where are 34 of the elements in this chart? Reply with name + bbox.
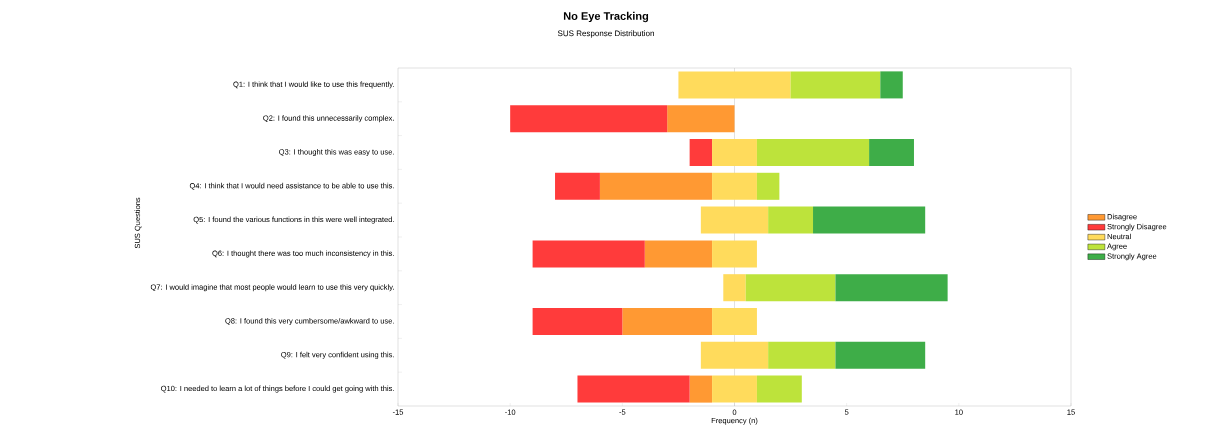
bar [712, 240, 757, 268]
bar [667, 105, 735, 133]
bar [532, 307, 623, 336]
bar [756, 138, 870, 167]
bar [768, 341, 836, 369]
bar [689, 375, 713, 403]
bar [599, 172, 713, 200]
chart-subtitle: SUS Response Distribution [557, 30, 654, 38]
bar [622, 307, 713, 336]
bar [768, 206, 814, 234]
bar [712, 375, 757, 403]
bar [689, 138, 713, 167]
bar [577, 375, 690, 403]
bar [745, 274, 836, 302]
bar [644, 240, 713, 268]
bar [756, 172, 780, 200]
bar [532, 240, 645, 268]
bar [790, 71, 881, 99]
bar [712, 307, 757, 336]
chart-title: No Eye Tracking [563, 11, 649, 23]
bar [712, 138, 757, 167]
bar [869, 138, 914, 167]
bar [712, 172, 757, 200]
bar [700, 206, 769, 234]
bar [835, 274, 948, 302]
bar [723, 274, 746, 302]
bar [555, 172, 600, 200]
bar [510, 105, 668, 133]
bar [835, 341, 926, 369]
bar [678, 71, 791, 99]
bar [756, 375, 802, 403]
bar [813, 206, 926, 234]
bar [880, 71, 903, 99]
bar [700, 341, 769, 369]
